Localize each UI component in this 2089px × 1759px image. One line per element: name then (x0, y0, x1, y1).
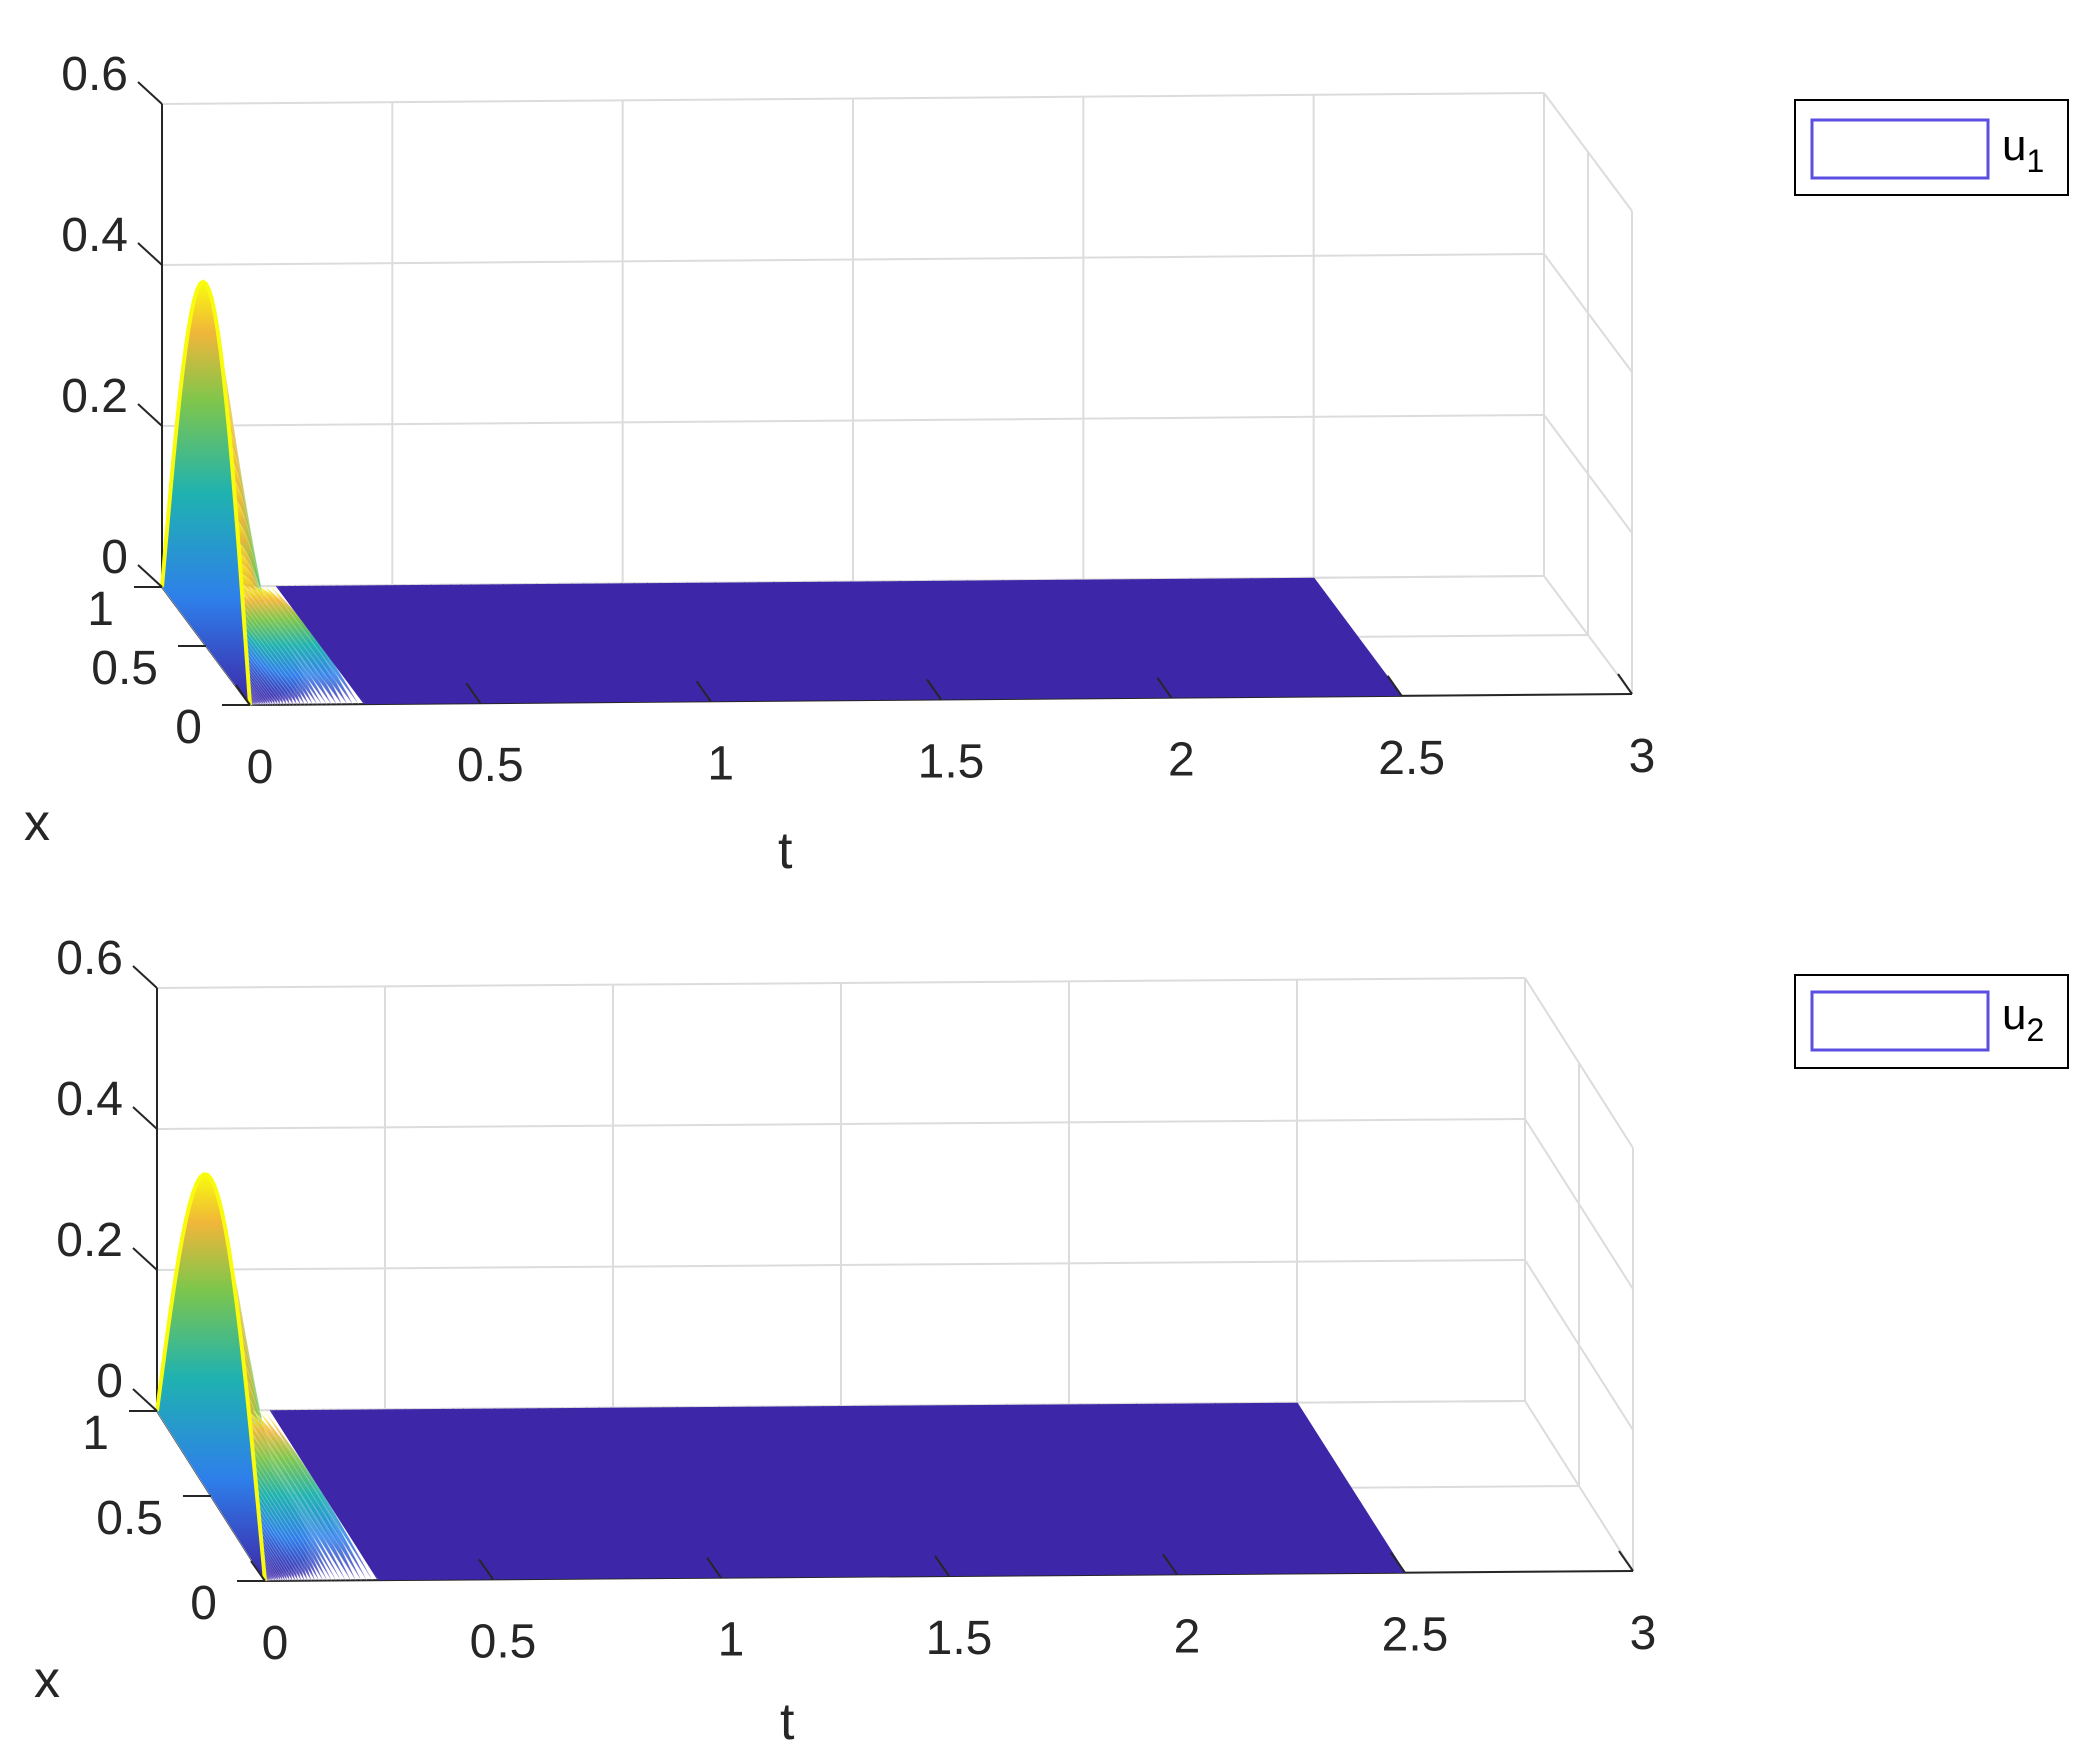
z-tick-mark (137, 403, 163, 427)
x-tick-labels: 00.51 (82, 1407, 265, 1630)
t-tick-mark (235, 684, 251, 706)
t-tick-label: 2.5 (1382, 1609, 1449, 1662)
svg-text:u1: u1 (2002, 121, 2044, 179)
legend-swatch (1810, 118, 1990, 180)
t-tick-label: 2 (1174, 1610, 1201, 1663)
t-tick-labels: 0 0.5 1 1.5 2 2.5 3 (235, 673, 1656, 794)
x-axis-title: x (34, 1651, 60, 1709)
t-tick-label: 3 (1630, 1607, 1657, 1660)
t-tick-label: 1 (718, 1614, 745, 1667)
x-tick-label: 0.5 (96, 1492, 163, 1545)
legend-u2: u2 (1794, 974, 2069, 1069)
grid-line (161, 414, 1545, 427)
surface (155, 1172, 1406, 1582)
surface-tail (277, 577, 1402, 705)
t-axis-title: t (780, 1693, 795, 1751)
legend-label: u (2002, 121, 2026, 170)
t-tick-label: 2.5 (1378, 732, 1445, 785)
grid-line (161, 92, 1545, 105)
z-tick-label: 0 (101, 531, 128, 584)
legend-subscript: 2 (2026, 1012, 2044, 1048)
x-tick-labels: 00.51 (87, 583, 250, 754)
legend-u1: u1 (1794, 99, 2069, 196)
z-tick-mark (137, 564, 163, 588)
t-tick-label: 0 (262, 1617, 289, 1670)
x-tick-label: 0 (175, 701, 202, 754)
x-tick-label: 0 (190, 1577, 217, 1630)
t-tick-mark (1386, 675, 1403, 697)
t-tick-mark (1390, 1552, 1406, 1574)
z-tick-mark (132, 965, 158, 989)
surface-tail (271, 1402, 1405, 1581)
legend-label: u (2002, 990, 2026, 1039)
z-tick-label: 0.2 (56, 1214, 123, 1267)
surface-slice (1296, 1402, 1406, 1573)
legend-swatch (1810, 990, 1990, 1052)
grid-line (156, 1259, 1526, 1271)
surface-crest-edge (155, 1172, 267, 1582)
z-tick-label: 0.6 (56, 932, 123, 985)
grid-line (156, 977, 1526, 989)
t-tick-label: 1.5 (926, 1612, 993, 1665)
t-tick-mark (934, 1555, 950, 1577)
t-tick-mark (250, 1560, 266, 1582)
surface-plot-u1: 0 0.5 1 1.5 2 2.5 3 00.51 00.20.40.6 t x u1 (24, 48, 2069, 880)
z-tick-mark (132, 1106, 158, 1130)
surface-crest (157, 1174, 265, 1581)
z-tick-label: 0.4 (61, 209, 128, 262)
x-axis-title: x (24, 794, 50, 852)
t-tick-mark (1162, 1553, 1178, 1575)
t-tick-label: 1 (707, 737, 734, 790)
z-tick-label: 0.4 (56, 1073, 123, 1126)
t-tick-mark (1156, 677, 1173, 699)
t-tick-mark (478, 1558, 494, 1580)
z-tick-labels: 0 0.2 0.4 0.6 (56, 932, 158, 1412)
legend-subscript: 1 (2026, 143, 2044, 179)
t-tick-label: 0.5 (470, 1615, 537, 1668)
t-tick-label: 3 (1629, 730, 1656, 783)
grid-line (161, 253, 1545, 266)
t-tick-mark (1617, 673, 1633, 695)
t-tick-label: 0 (247, 741, 274, 794)
z-tick-mark (137, 242, 163, 266)
z-tick-label: 0 (96, 1355, 123, 1408)
z-tick-label: 0.6 (61, 48, 128, 101)
t-tick-mark (706, 1557, 722, 1579)
t-tick-label: 1.5 (918, 736, 985, 789)
t-tick-mark (926, 678, 942, 701)
surface-crest (162, 281, 250, 705)
svg-text:u2: u2 (2002, 990, 2044, 1048)
surface-crest-edge (160, 279, 252, 706)
z-tick-mark (132, 1388, 158, 1412)
grid-line (156, 1400, 1526, 1412)
t-tick-mark (695, 680, 712, 702)
z-tick-mark (132, 1247, 158, 1271)
surface-plot-u2: 0 0.5 1 1.5 2 2.5 3 00.51 00.20.40.6 t x u2 (34, 932, 2069, 1751)
x-tick-label: 0.5 (91, 642, 158, 695)
t-tick-labels: 0 0.5 1 1.5 2 2.5 3 (250, 1550, 1657, 1670)
grid-line (156, 1118, 1526, 1130)
x-tick-label: 1 (82, 1407, 109, 1460)
x-tick-label: 1 (87, 583, 114, 636)
t-tick-mark (465, 682, 482, 704)
t-tick-mark (1618, 1550, 1634, 1572)
surface (160, 279, 1403, 707)
z-tick-mark (137, 81, 163, 105)
t-tick-label: 2 (1168, 734, 1195, 787)
z-tick-label: 0.2 (61, 370, 128, 423)
t-tick-label: 0.5 (457, 739, 524, 792)
z-tick-labels: 0 0.2 0.4 0.6 (61, 48, 163, 588)
t-axis-title: t (778, 822, 793, 880)
